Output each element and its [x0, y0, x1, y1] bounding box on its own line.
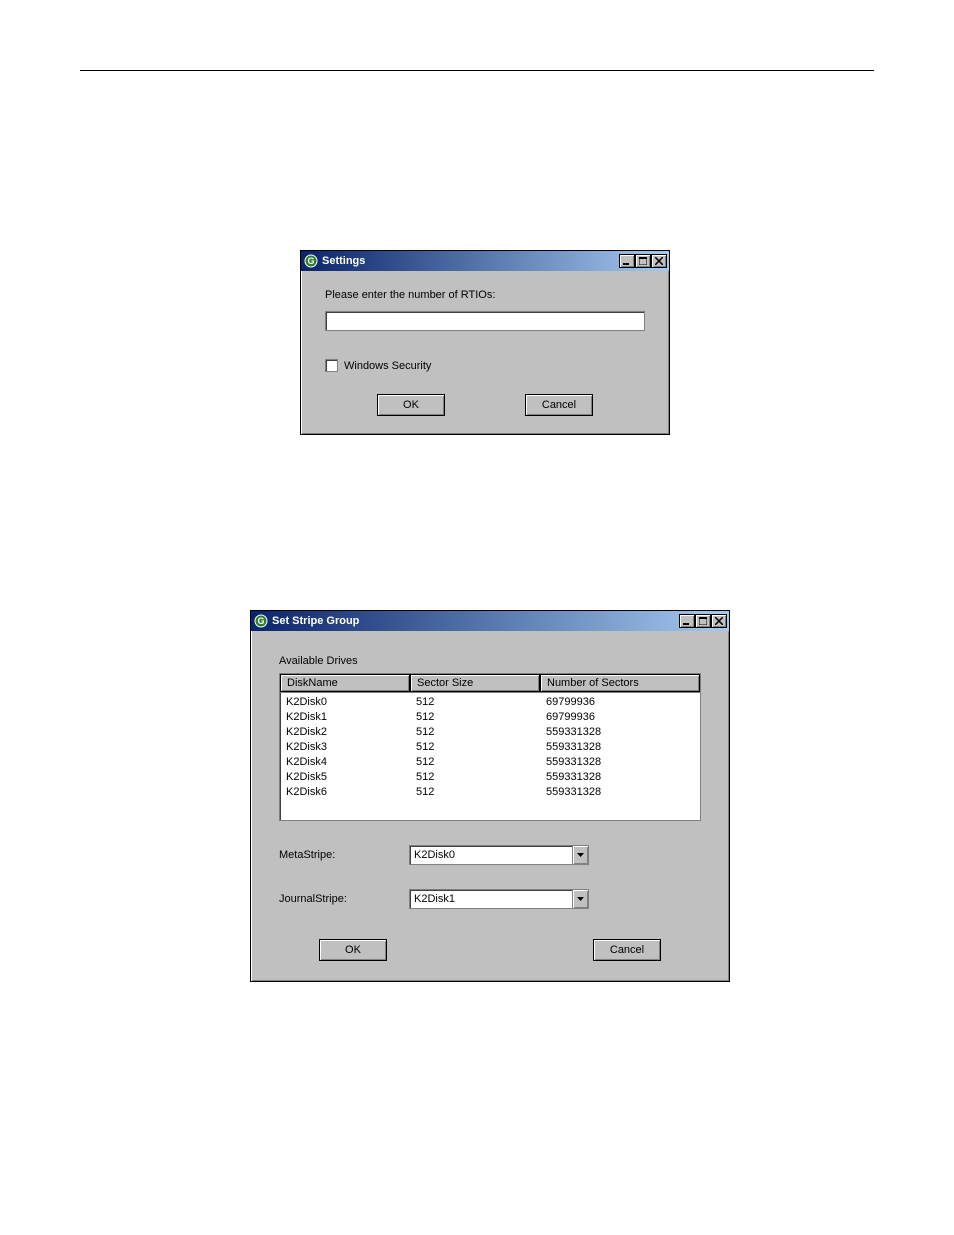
stripe-button-row: OK Cancel — [279, 939, 701, 961]
stripe-title: Set Stripe Group — [272, 615, 679, 627]
numsectors-cell: 69799936 — [540, 695, 700, 710]
table-row[interactable]: K2Disk4512559331328 — [280, 755, 700, 770]
sector-cell: 512 — [410, 725, 540, 740]
titlebar-buttons — [679, 614, 727, 628]
sector-cell: 512 — [410, 785, 540, 800]
table-row[interactable]: K2Disk051269799936 — [280, 695, 700, 710]
journalstripe-dropdown[interactable]: K2Disk1 — [409, 889, 589, 909]
stripe-titlebar[interactable]: G Set Stripe Group — [251, 611, 729, 631]
numsectors-cell: 559331328 — [540, 740, 700, 755]
svg-text:G: G — [257, 616, 264, 626]
diskname-cell: K2Disk3 — [280, 740, 410, 755]
titlebar-buttons — [619, 254, 667, 268]
col-sector-size[interactable]: Sector Size — [410, 674, 540, 692]
listview-body: K2Disk051269799936K2Disk151269799936K2Di… — [280, 693, 700, 820]
ok-button[interactable]: OK — [319, 939, 387, 961]
col-num-sectors[interactable]: Number of Sectors — [540, 674, 700, 692]
available-drives-label: Available Drives — [279, 655, 701, 667]
sector-cell: 512 — [410, 755, 540, 770]
sector-cell: 512 — [410, 710, 540, 725]
settings-title: Settings — [322, 255, 619, 267]
windows-security-label: Windows Security — [344, 360, 431, 372]
cancel-label: Cancel — [542, 399, 576, 411]
metastripe-dropdown[interactable]: K2Disk0 — [409, 845, 589, 865]
rtio-prompt: Please enter the number of RTIOs: — [325, 289, 645, 301]
stripe-window: G Set Stripe Group Available Drives Disk… — [250, 610, 730, 982]
svg-text:G: G — [307, 256, 314, 266]
journalstripe-label: JournalStripe: — [279, 893, 409, 905]
maximize-button[interactable] — [635, 254, 651, 268]
diskname-cell: K2Disk0 — [280, 695, 410, 710]
numsectors-cell: 559331328 — [540, 725, 700, 740]
chevron-down-icon[interactable] — [572, 846, 588, 864]
journalstripe-value: K2Disk1 — [410, 893, 572, 905]
ok-label: OK — [345, 944, 361, 956]
ok-label: OK — [403, 399, 419, 411]
listview-header: DiskName Sector Size Number of Sectors — [280, 674, 700, 693]
sector-cell: 512 — [410, 695, 540, 710]
close-button[interactable] — [651, 254, 667, 268]
sector-cell: 512 — [410, 740, 540, 755]
metastripe-value: K2Disk0 — [410, 849, 572, 861]
windows-security-checkbox[interactable] — [325, 359, 338, 372]
settings-button-row: OK Cancel — [325, 394, 645, 416]
windows-security-row[interactable]: Windows Security — [325, 359, 645, 372]
diskname-cell: K2Disk2 — [280, 725, 410, 740]
numsectors-cell: 69799936 — [540, 710, 700, 725]
journalstripe-row: JournalStripe: K2Disk1 — [279, 889, 701, 909]
settings-body: Please enter the number of RTIOs: Window… — [301, 271, 669, 434]
app-icon: G — [253, 613, 269, 629]
ok-button[interactable]: OK — [377, 394, 445, 416]
cancel-button[interactable]: Cancel — [593, 939, 661, 961]
diskname-cell: K2Disk4 — [280, 755, 410, 770]
diskname-cell: K2Disk5 — [280, 770, 410, 785]
settings-titlebar[interactable]: G Settings — [301, 251, 669, 271]
minimize-button[interactable] — [619, 254, 635, 268]
rtio-input[interactable] — [325, 311, 645, 331]
numsectors-cell: 559331328 — [540, 755, 700, 770]
page-divider — [80, 70, 874, 71]
numsectors-cell: 559331328 — [540, 785, 700, 800]
metastripe-label: MetaStripe: — [279, 849, 409, 861]
settings-window: G Settings Please enter the number of RT… — [300, 250, 670, 435]
app-icon: G — [303, 253, 319, 269]
diskname-cell: K2Disk6 — [280, 785, 410, 800]
cancel-label: Cancel — [610, 944, 644, 956]
table-row[interactable]: K2Disk151269799936 — [280, 710, 700, 725]
drives-listview[interactable]: DiskName Sector Size Number of Sectors K… — [279, 673, 701, 821]
col-diskname[interactable]: DiskName — [280, 674, 410, 692]
numsectors-cell: 559331328 — [540, 770, 700, 785]
table-row[interactable]: K2Disk3512559331328 — [280, 740, 700, 755]
stripe-body: Available Drives DiskName Sector Size Nu… — [251, 631, 729, 981]
sector-cell: 512 — [410, 770, 540, 785]
table-row[interactable]: K2Disk2512559331328 — [280, 725, 700, 740]
maximize-button[interactable] — [695, 614, 711, 628]
chevron-down-icon[interactable] — [572, 890, 588, 908]
diskname-cell: K2Disk1 — [280, 710, 410, 725]
close-button[interactable] — [711, 614, 727, 628]
minimize-button[interactable] — [679, 614, 695, 628]
metastripe-row: MetaStripe: K2Disk0 — [279, 845, 701, 865]
table-row[interactable]: K2Disk6512559331328 — [280, 785, 700, 800]
table-row[interactable]: K2Disk5512559331328 — [280, 770, 700, 785]
cancel-button[interactable]: Cancel — [525, 394, 593, 416]
